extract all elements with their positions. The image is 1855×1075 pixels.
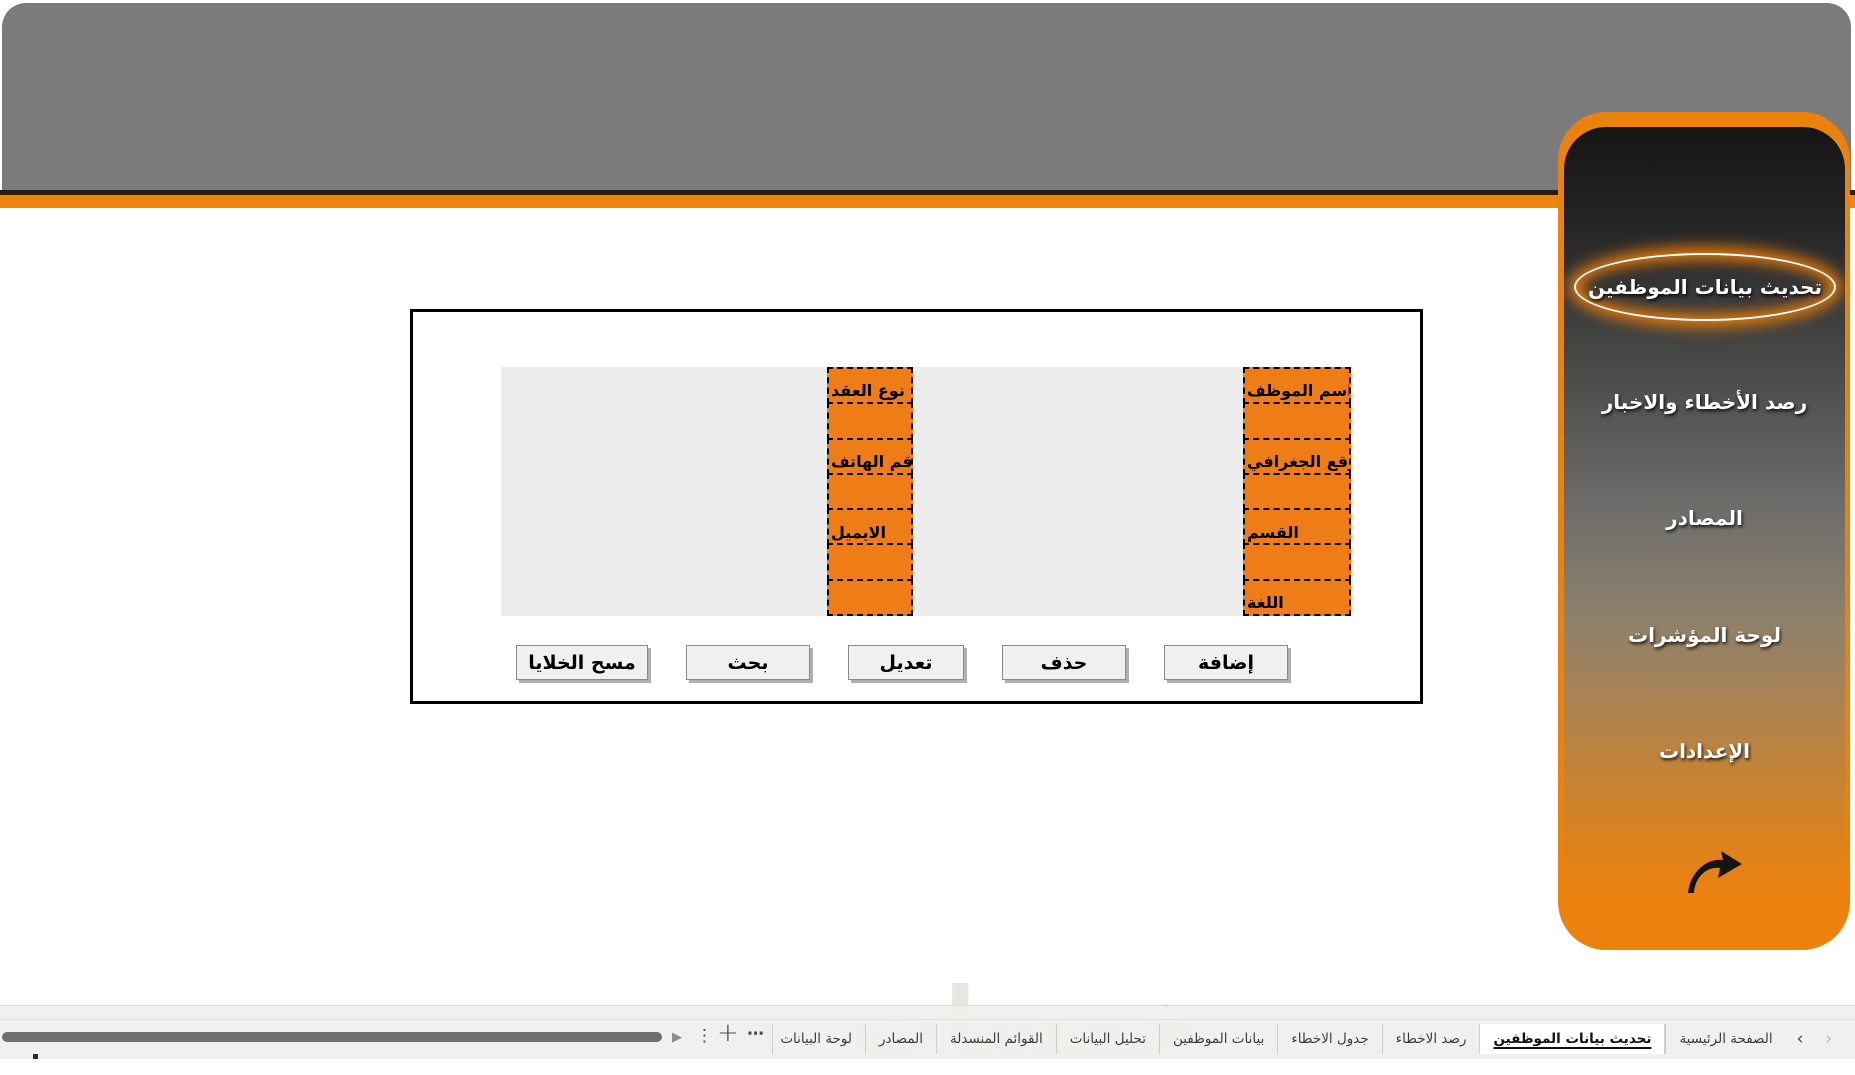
sidebar-item-indicators-dashboard[interactable]: لوحة المؤشرات: [1628, 623, 1781, 647]
horizontal-scrollbar-thumb[interactable]: [2, 1032, 662, 1042]
tabbar-hairline: [0, 1019, 1855, 1020]
label-cell-department[interactable]: القسم: [1243, 508, 1351, 546]
tab-employee-data[interactable]: بيانات الموظفين: [1158, 1024, 1277, 1054]
input-cell-employee-name[interactable]: [1243, 402, 1351, 440]
sidebar-item-settings[interactable]: الإعدادات: [1658, 739, 1751, 763]
sidebar-item-update-employee-data[interactable]: تحديث بيانات الموظفين: [1587, 275, 1823, 299]
search-button[interactable]: بحث: [686, 645, 810, 680]
tab-home-page[interactable]: الصفحة الرئيسية: [1665, 1024, 1785, 1054]
tab-dropdown-lists[interactable]: القوائم المنسدلة: [936, 1024, 1056, 1054]
form-column-right: اسم الموظف الموقع الجغرافي القسم اللغة: [1243, 367, 1351, 616]
add-sheet-icon[interactable]: +: [717, 1018, 739, 1048]
input-cell-extra[interactable]: [827, 578, 913, 616]
label-cell-employee-name[interactable]: اسم الموظف: [1243, 367, 1351, 405]
form-column-left: نوع العقد رقم الهاتف الايميل: [827, 367, 913, 616]
sheet-tabs-row: لوحة البيانات المصادر القوائم المنسدلة ت…: [772, 1024, 1853, 1054]
label-cell-phone-number[interactable]: رقم الهاتف: [827, 437, 913, 475]
sidebar-item-error-news-monitoring[interactable]: رصد الأخطاء والاخبار: [1601, 390, 1808, 414]
input-cell-phone-number[interactable]: [827, 472, 913, 511]
sheet-tab-bar: ▶ ⋮ + ⋯ لوحة البيانات المصادر القوائم ال…: [0, 1005, 1855, 1059]
header-band: [2, 3, 1851, 190]
sheet-nav-back-icon[interactable]: ‹: [1796, 1029, 1804, 1049]
input-cell-contract-type[interactable]: [827, 402, 913, 440]
spreadsheet-cells-area: اسم الموظف الموقع الجغرافي القسم اللغة ن…: [501, 367, 1353, 616]
header-divider-dark: [0, 190, 1855, 195]
tab-sources[interactable]: المصادر: [865, 1024, 936, 1054]
tab-data-dashboard[interactable]: لوحة البيانات: [772, 1024, 865, 1054]
tab-error-monitoring[interactable]: رصد الاخطاء: [1381, 1024, 1480, 1054]
tab-update-employee-data-active[interactable]: تحديث بيانات الموظفين: [1479, 1024, 1666, 1054]
label-cell-email[interactable]: الايميل: [827, 508, 913, 546]
input-cell-department[interactable]: [1243, 543, 1351, 581]
input-cell-email[interactable]: [827, 543, 913, 581]
sidebar-item-sources[interactable]: المصادر: [1666, 506, 1743, 530]
statusbar-fragment: [33, 1054, 38, 1059]
all-sheets-ellipsis-icon[interactable]: ⋯: [747, 1024, 765, 1044]
tab-errors-table[interactable]: جدول الاخطاء: [1277, 1024, 1381, 1054]
tab-data-analysis[interactable]: تحليل البيانات: [1055, 1024, 1159, 1054]
header-divider-orange: [0, 195, 1855, 208]
clear-cells-button[interactable]: مسح الخلايا: [516, 645, 648, 680]
add-button[interactable]: إضافة: [1164, 645, 1288, 680]
horizontal-scrollbar[interactable]: [0, 1030, 668, 1044]
input-cell-location[interactable]: [1243, 472, 1351, 511]
sheet-nav-forward-icon[interactable]: ›: [1825, 1029, 1833, 1049]
sidebar-menu: تحديث بيانات الموظفين رصد الأخطاء والاخب…: [1558, 112, 1850, 950]
curved-right-arrow-icon[interactable]: [1682, 849, 1744, 899]
label-cell-location[interactable]: الموقع الجغرافي: [1243, 437, 1351, 475]
delete-button[interactable]: حذف: [1002, 645, 1126, 680]
edit-button[interactable]: تعديل: [848, 645, 964, 680]
scroll-right-icon[interactable]: ▶: [672, 1030, 682, 1045]
sheet-options-menu-icon[interactable]: ⋮: [696, 1026, 713, 1046]
sidebar-gradient-panel: تحديث بيانات الموظفين رصد الأخطاء والاخب…: [1564, 127, 1845, 900]
employee-form-panel: اسم الموظف الموقع الجغرافي القسم اللغة ن…: [410, 309, 1423, 704]
label-cell-contract-type[interactable]: نوع العقد: [827, 367, 913, 405]
sidebar-active-highlight-ellipse[interactable]: تحديث بيانات الموظفين: [1574, 253, 1836, 321]
label-cell-language[interactable]: اللغة: [1243, 578, 1351, 616]
